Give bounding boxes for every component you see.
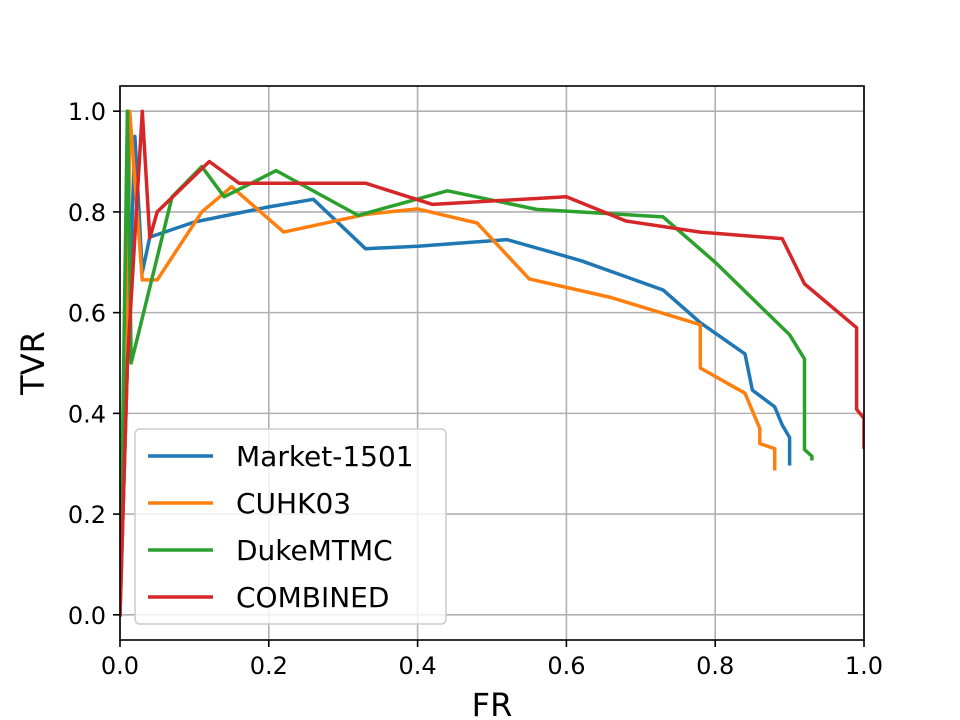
x-tick-label: 1.0: [845, 652, 883, 680]
legend-label: CUHK03: [236, 487, 351, 520]
legend-label: Market-1501: [236, 440, 414, 473]
legend-label: COMBINED: [236, 581, 389, 614]
legend: Market-1501 CUHK03 DukeMTMC COMBINED: [134, 428, 447, 625]
x-tick-label: 0.8: [696, 652, 734, 680]
y-tick-label: 0.2: [68, 501, 106, 529]
y-tick-label: 0.8: [68, 199, 106, 227]
y-tick-label: 0.0: [68, 602, 106, 630]
plot-frame: [119, 85, 865, 641]
x-axis-label: FR: [472, 686, 513, 720]
ticks: 0.0 0.2 0.4 0.6 0.8 1.0 0.0 0.2 0.4 0.6 0.8 1.0: [68, 98, 883, 680]
x-tick-label: 0.0: [101, 652, 139, 680]
x-tick-label: 0.4: [399, 652, 437, 680]
series-line-combined: [120, 109, 864, 617]
legend-frame: [134, 428, 447, 625]
series-line-market-1501: [120, 134, 792, 617]
series-line-cuhk03: [120, 109, 777, 617]
series-layer: [120, 109, 864, 617]
legend-label: DukeMTMC: [236, 534, 393, 567]
y-tick-label: 0.6: [68, 300, 106, 328]
y-axis-label: TVR: [14, 331, 52, 396]
x-tick-label: 0.2: [250, 652, 288, 680]
x-tick-label: 0.6: [547, 652, 585, 680]
y-tick-label: 0.4: [68, 400, 106, 428]
y-tick-label: 1.0: [68, 98, 106, 126]
